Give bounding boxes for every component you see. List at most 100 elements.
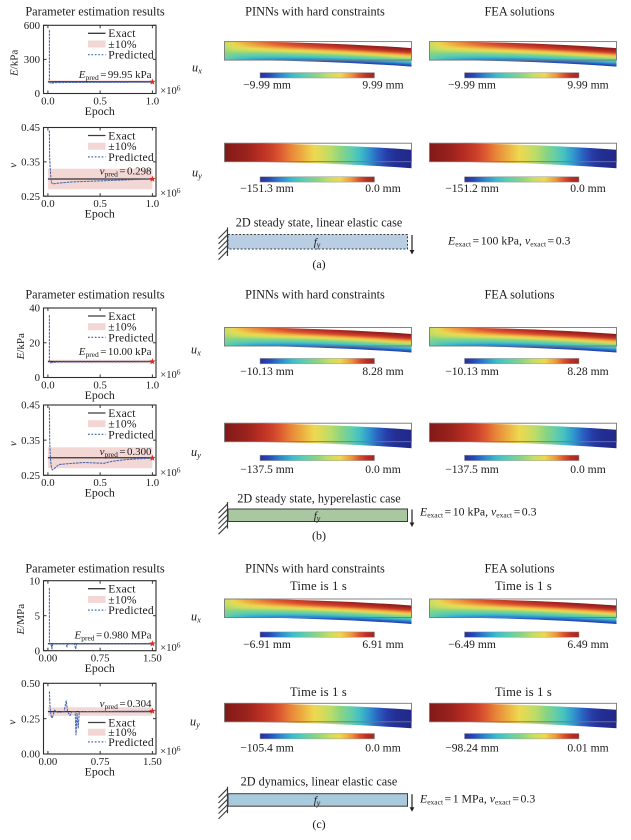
svg-text:Exact: Exact xyxy=(108,716,136,729)
svg-text:ν: ν xyxy=(7,720,19,725)
svg-text:2D dynamics, linear elastic ca: 2D dynamics, linear elastic case xyxy=(241,775,398,789)
svg-text:10: 10 xyxy=(29,575,40,587)
svg-text:−6.91 mm: −6.91 mm xyxy=(243,638,291,651)
svg-text:0.0 mm: 0.0 mm xyxy=(570,182,605,195)
svg-text:Predicted: Predicted xyxy=(108,331,154,344)
svg-text:ν: ν xyxy=(8,441,20,446)
svg-text:±10%: ±10% xyxy=(108,593,137,606)
svg-text:−98.24 mm: −98.24 mm xyxy=(445,741,499,754)
svg-text:(a): (a) xyxy=(312,257,325,271)
svg-text:Eexact=1 MPa, νexact=0.3: Eexact = 1 MPa, νexact = 0.3 xyxy=(419,792,535,807)
svg-text:fy: fy xyxy=(314,795,321,808)
svg-text:1.50: 1.50 xyxy=(143,756,162,768)
svg-text:ux: ux xyxy=(192,61,202,76)
svg-text:2D steady state, hyperelastic: 2D steady state, hyperelastic case xyxy=(237,492,400,506)
svg-text:uy: uy xyxy=(192,165,202,180)
svg-text:Epoch: Epoch xyxy=(85,207,115,221)
svg-text:uy: uy xyxy=(190,715,200,730)
svg-text:Time is 1 s: Time is 1 s xyxy=(495,685,552,699)
svg-text:Time is 1 s: Time is 1 s xyxy=(290,685,347,699)
svg-text:Time is 1 s: Time is 1 s xyxy=(290,579,347,593)
svg-text:×106: ×106 xyxy=(160,641,180,655)
svg-text:PINNs with hard constraints: PINNs with hard constraints xyxy=(245,288,385,302)
svg-text:0.0: 0.0 xyxy=(41,198,55,210)
svg-text:−151.2 mm: −151.2 mm xyxy=(445,182,499,195)
svg-text:1.0: 1.0 xyxy=(146,95,160,107)
svg-text:−10.13 mm: −10.13 mm xyxy=(240,365,294,378)
svg-text:20: 20 xyxy=(29,337,40,349)
svg-text:9.99 mm: 9.99 mm xyxy=(567,78,608,91)
svg-text:0.0 mm: 0.0 mm xyxy=(365,463,400,476)
svg-text:−9.99 mm: −9.99 mm xyxy=(243,78,291,91)
svg-text:40: 40 xyxy=(29,303,40,315)
svg-text:×106: ×106 xyxy=(160,465,180,479)
svg-text:Exact: Exact xyxy=(108,407,136,420)
svg-text:(c): (c) xyxy=(312,817,325,831)
svg-text:0.5: 0.5 xyxy=(93,198,107,210)
svg-text:±10%: ±10% xyxy=(108,140,137,153)
svg-text:0.5: 0.5 xyxy=(93,477,107,489)
svg-text:±10%: ±10% xyxy=(108,418,137,431)
svg-text:−6.49 mm: −6.49 mm xyxy=(448,638,496,651)
svg-text:νpred=0.300: νpred = 0.300 xyxy=(100,446,152,459)
svg-text:±10%: ±10% xyxy=(108,38,137,51)
svg-text:9.99 mm: 9.99 mm xyxy=(362,78,403,91)
svg-text:×106: ×106 xyxy=(160,368,180,382)
svg-text:0: 0 xyxy=(35,645,40,657)
svg-text:Parameter estimation results: Parameter estimation results xyxy=(25,562,165,576)
svg-text:ν: ν xyxy=(8,163,20,168)
svg-text:0.0 mm: 0.0 mm xyxy=(365,182,400,195)
svg-text:Epoch: Epoch xyxy=(85,764,115,778)
svg-text:Predicted: Predicted xyxy=(108,604,154,617)
svg-text:Epoch: Epoch xyxy=(85,661,115,675)
svg-text:Epred=10.00 kPa: Epred = 10.00 kPa xyxy=(78,346,152,359)
svg-text:Eexact=100 kPa, νexact=0.3: Eexact = 100 kPa, νexact = 0.3 xyxy=(447,234,571,249)
svg-text:0.00: 0.00 xyxy=(38,653,57,665)
svg-text:8.28 mm: 8.28 mm xyxy=(567,365,608,378)
svg-text:0: 0 xyxy=(35,88,40,100)
svg-text:0.00: 0.00 xyxy=(21,749,40,761)
svg-text:0.00: 0.00 xyxy=(38,756,57,768)
svg-text:Eexact=10 kPa, νexact=0.3: Eexact = 10 kPa, νexact = 0.3 xyxy=(419,505,537,520)
svg-text:0.25: 0.25 xyxy=(21,470,40,482)
svg-text:0.0: 0.0 xyxy=(41,379,55,391)
svg-text:νpred=0.298: νpred = 0.298 xyxy=(100,166,152,179)
svg-text:300: 300 xyxy=(24,54,40,66)
svg-text:Parameter estimation results: Parameter estimation results xyxy=(25,5,165,19)
svg-text:0.50: 0.50 xyxy=(21,678,40,690)
svg-text:FEA solutions: FEA solutions xyxy=(484,562,554,576)
svg-text:0.75: 0.75 xyxy=(91,756,110,768)
svg-text:0.25: 0.25 xyxy=(21,191,40,203)
svg-text:−137.5 mm: −137.5 mm xyxy=(445,463,499,476)
svg-text:E/kPa: E/kPa xyxy=(15,333,27,360)
svg-text:±10%: ±10% xyxy=(108,321,137,334)
svg-text:0: 0 xyxy=(35,372,40,384)
svg-text:Exact: Exact xyxy=(108,27,136,40)
svg-text:Exact: Exact xyxy=(108,129,136,142)
svg-text:FEA solutions: FEA solutions xyxy=(484,288,554,302)
svg-text:uy: uy xyxy=(191,445,201,460)
svg-text:Epoch: Epoch xyxy=(85,388,115,402)
svg-text:0.0 mm: 0.0 mm xyxy=(365,741,400,754)
svg-text:Epoch: Epoch xyxy=(85,104,115,118)
svg-text:Parameter estimation results: Parameter estimation results xyxy=(25,288,165,302)
svg-text:0.35: 0.35 xyxy=(21,435,40,447)
svg-text:Predicted: Predicted xyxy=(108,428,154,441)
svg-text:0.5: 0.5 xyxy=(93,379,107,391)
svg-text:0.25: 0.25 xyxy=(21,713,40,725)
svg-text:ux: ux xyxy=(191,343,201,358)
svg-text:1.0: 1.0 xyxy=(146,198,160,210)
svg-text:0.75: 0.75 xyxy=(91,653,110,665)
svg-text:PINNs with hard constraints: PINNs with hard constraints xyxy=(245,562,385,576)
svg-text:Epoch: Epoch xyxy=(85,486,115,500)
svg-text:Predicted: Predicted xyxy=(108,49,154,62)
svg-text:PINNs with hard constraints: PINNs with hard constraints xyxy=(245,5,385,19)
svg-text:1.0: 1.0 xyxy=(146,379,160,391)
svg-text:0.0: 0.0 xyxy=(41,95,55,107)
svg-text:−10.13 mm: −10.13 mm xyxy=(445,365,499,378)
svg-text:×106: ×106 xyxy=(160,744,180,758)
svg-text:600: 600 xyxy=(24,20,40,32)
svg-text:−9.99 mm: −9.99 mm xyxy=(448,78,496,91)
svg-text:×106: ×106 xyxy=(160,186,180,200)
svg-text:×106: ×106 xyxy=(160,84,180,98)
